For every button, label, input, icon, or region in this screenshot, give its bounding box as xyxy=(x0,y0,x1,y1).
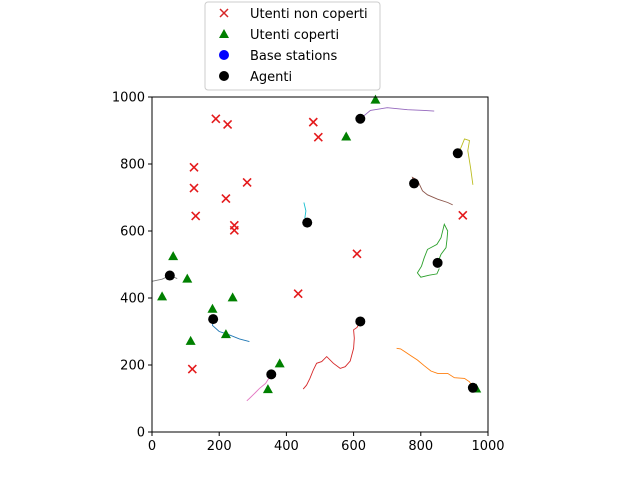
agent-marker xyxy=(266,369,277,380)
covered-user-marker xyxy=(220,329,231,339)
uncovered-user-marker xyxy=(458,210,468,220)
trajectory-line xyxy=(246,374,272,402)
agent-marker xyxy=(355,316,366,327)
legend-label-base-stations: Base stations xyxy=(250,49,338,64)
trajectory-line xyxy=(416,223,449,278)
uncovered-user-marker xyxy=(187,364,197,374)
covered-user-marker xyxy=(168,251,179,261)
uncovered-user-marker xyxy=(308,117,318,127)
x-axis: 0 200 400 600 800 1000 xyxy=(148,432,505,454)
legend-label-covered: Utenti coperti xyxy=(250,28,339,43)
legend-box xyxy=(204,1,381,91)
x-tick-label: 200 xyxy=(207,439,232,454)
x-tick-label: 0 xyxy=(148,439,156,454)
agent-marker xyxy=(355,113,366,124)
agent-marker xyxy=(409,178,420,189)
covered-user-marker xyxy=(262,384,273,394)
x-tick-label: 1000 xyxy=(471,439,504,454)
agent-marker xyxy=(452,148,463,159)
trajectory-line xyxy=(212,319,250,343)
agent-marker xyxy=(432,257,443,268)
agent-marker xyxy=(467,382,478,393)
uncovered-user-marker xyxy=(211,114,221,124)
legend-marker-agents xyxy=(219,71,229,81)
markers xyxy=(157,94,482,394)
y-tick-label: 400 xyxy=(120,292,145,307)
legend-marker-covered xyxy=(219,29,229,38)
uncovered-user-marker xyxy=(293,289,303,299)
agent-marker xyxy=(164,270,175,281)
agent-marker xyxy=(302,217,313,228)
x-tick-label: 400 xyxy=(274,439,299,454)
legend-label-agents: Agenti xyxy=(250,70,292,85)
y-tick-label: 200 xyxy=(120,359,145,374)
plot-frame xyxy=(151,96,489,433)
uncovered-user-marker xyxy=(242,177,252,187)
covered-user-marker xyxy=(274,358,285,368)
trajectory-line xyxy=(396,347,474,389)
legend-marker-base-stations xyxy=(219,50,229,60)
covered-user-marker xyxy=(207,303,218,313)
covered-user-marker xyxy=(157,291,168,301)
covered-user-marker xyxy=(185,335,196,345)
y-tick-label: 600 xyxy=(120,225,145,240)
uncovered-user-marker xyxy=(189,162,199,172)
legend: Utenti non coperti Utenti coperti Base s… xyxy=(204,1,381,91)
covered-user-marker xyxy=(341,131,352,141)
x-tick-label: 800 xyxy=(408,439,433,454)
covered-user-marker xyxy=(370,94,381,104)
uncovered-user-marker xyxy=(352,249,362,259)
trajectories xyxy=(151,107,474,402)
trajectory-line xyxy=(457,138,474,185)
y-tick-label: 0 xyxy=(137,426,145,441)
x-tick-label: 600 xyxy=(341,439,366,454)
covered-user-marker xyxy=(182,273,193,283)
trajectory-line xyxy=(360,107,435,120)
y-tick-label: 1000 xyxy=(112,91,145,106)
uncovered-user-marker xyxy=(221,193,231,204)
agent-marker xyxy=(208,314,219,325)
y-tick-label: 800 xyxy=(120,158,145,173)
uncovered-user-marker xyxy=(229,225,239,235)
plot-background xyxy=(152,97,488,432)
trajectory-line xyxy=(302,321,361,390)
uncovered-user-marker xyxy=(191,211,201,221)
legend-marker-not-covered xyxy=(219,8,229,18)
covered-user-marker xyxy=(227,292,238,302)
y-axis: 0 200 400 600 800 1000 xyxy=(112,91,152,441)
uncovered-user-marker xyxy=(313,132,323,142)
legend-label-not-covered: Utenti non coperti xyxy=(250,7,368,22)
trajectory-line xyxy=(411,176,453,206)
uncovered-user-marker xyxy=(189,183,199,193)
uncovered-user-marker xyxy=(223,119,233,130)
